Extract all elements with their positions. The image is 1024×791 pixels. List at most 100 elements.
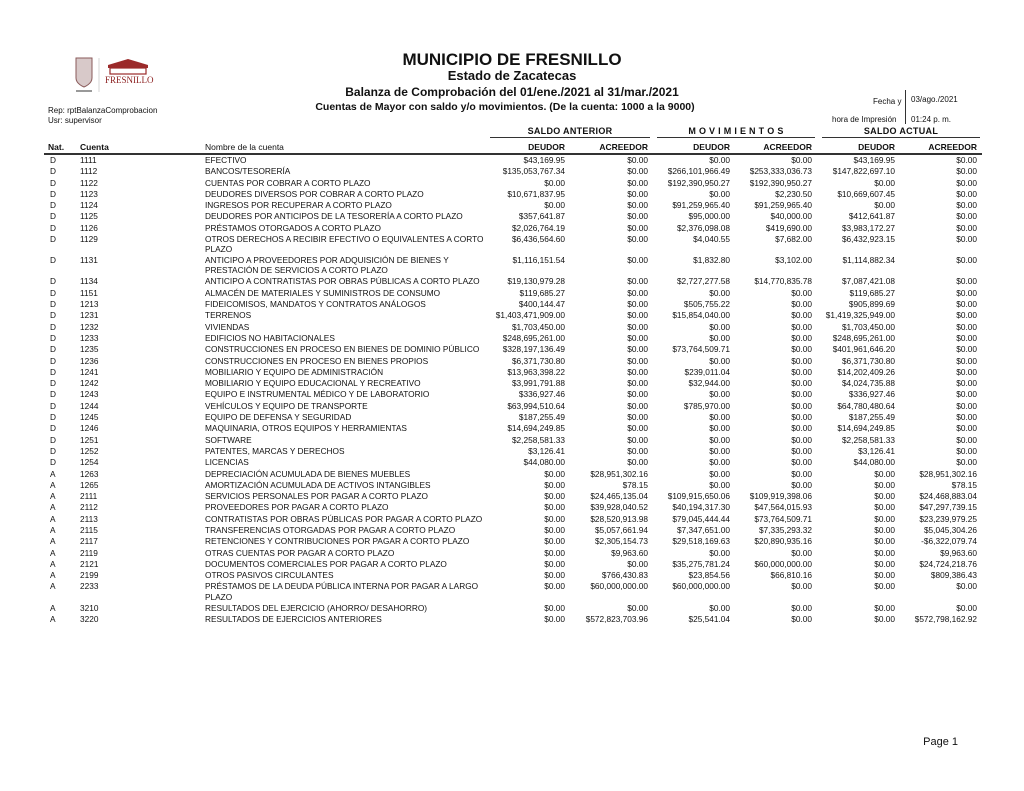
nombre-cell: RETENCIONES Y CONTRIBUCIONES POR PAGAR A… (205, 536, 470, 547)
cuenta-cell: 1235 (80, 344, 99, 355)
table-row: A 2115 TRANSFERENCIAS OTORGADAS POR PAGAR … (0, 525, 1024, 536)
mov-deudor-cell: $785,970.00 (683, 400, 730, 411)
nat-cell: D (50, 400, 56, 411)
mov-deudor-cell: $0.00 (709, 602, 730, 613)
report-id: Rep: rptBalanzaComprobacion (48, 106, 158, 115)
mov-deudor-cell: $2,727,277.58 (676, 276, 730, 287)
actual-acreedor-cell: $0.00 (956, 412, 977, 423)
actual-deudor-cell: $0.00 (874, 513, 895, 524)
cuenta-cell: 1246 (80, 423, 99, 434)
table-row: D 1233 EDIFICIOS NO HABITACIONALES $248,695… (0, 333, 1024, 344)
actual-deudor-cell: $2,258,581.33 (841, 434, 895, 445)
anterior-deudor-cell: $0.00 (544, 524, 565, 535)
anterior-deudor-cell: $0.00 (544, 547, 565, 558)
nombre-cell: ALMACÉN DE MATERIALES Y SUMINISTROS DE C… (205, 287, 441, 298)
table-row: D 1111 EFECTIVO $43,169.95 $0.00 $0.00 $0.00 $4… (0, 155, 1024, 166)
nombre-cell: VEHÍCULOS Y EQUIPO DE TRANSPORTE (205, 400, 368, 411)
nat-cell: D (50, 378, 56, 389)
cuenta-cell: 1241 (80, 366, 99, 377)
mov-acreedor-cell: $66,810.16 (770, 570, 812, 581)
mov-acreedor-cell: $0.00 (791, 378, 812, 389)
cuenta-cell: 1129 (80, 234, 98, 245)
nat-cell: D (50, 155, 56, 165)
cuenta-cell: 1134 (80, 276, 98, 287)
mov-deudor-cell: $73,764,509.71 (672, 344, 730, 355)
municipio-logo: FRESNILLO (75, 57, 154, 92)
actual-deudor-cell: $905,899.69 (848, 299, 895, 310)
mov-acreedor-cell: $14,770,835.78 (754, 276, 812, 287)
actual-deudor-cell: $14,202,409.26 (837, 366, 895, 377)
mov-acreedor-cell: $0.00 (791, 613, 812, 624)
anterior-acreedor-cell: $60,000,000.00 (590, 581, 648, 592)
actual-acreedor-cell: $0.00 (956, 355, 977, 366)
actual-acreedor-cell: $0.00 (956, 366, 977, 377)
actual-acreedor-cell: $0.00 (956, 389, 977, 400)
mov-acreedor-cell: $3,102.00 (775, 255, 812, 266)
mov-acreedor-cell: $0.00 (791, 321, 812, 332)
actual-acreedor-cell: $0.00 (956, 457, 977, 468)
nat-cell: A (50, 513, 56, 524)
mov-acreedor-cell: $0.00 (791, 547, 812, 558)
mov-acreedor-cell: $0.00 (791, 479, 812, 490)
svg-text:FRESNILLO: FRESNILLO (105, 75, 154, 85)
report-subtitle: Cuentas de Mayor con saldo y/o movimient… (315, 101, 695, 113)
table-row: A 2111 SERVICIOS PERSONALES POR PAGAR A CO… (0, 491, 1024, 502)
actual-deudor-cell: $0.00 (874, 558, 895, 569)
table-row: D 1236 CONSTRUCCIONES EN PROCESO EN BIENES… (0, 356, 1024, 367)
nombre-cell: OTRAS CUENTAS POR PAGAR A CORTO PLAZO (205, 547, 395, 558)
cuenta-cell: 1112 (80, 166, 98, 177)
mov-acreedor-cell: $7,682.00 (775, 234, 812, 245)
anterior-deudor-cell: $2,258,581.33 (511, 434, 565, 445)
mov-deudor-cell: $0.00 (709, 355, 730, 366)
table-row: D 1126 PRÉSTAMOS OTORGADOS A CORTO PLAZO $2… (0, 223, 1024, 234)
actual-deudor-cell: $4,024,735.88 (841, 378, 895, 389)
anterior-deudor-cell: $400,144.47 (518, 299, 565, 310)
actual-acreedor-cell: $0.00 (956, 344, 977, 355)
mov-deudor-cell: $0.00 (709, 188, 730, 199)
anterior-deudor-cell: $2,026,764.19 (511, 222, 565, 233)
table-row: A 3220 RESULTADOS DE EJERCICIOS ANTERIORES… (0, 614, 1024, 625)
mov-acreedor-cell: $0.00 (791, 434, 812, 445)
cuenta-cell: 1232 (80, 321, 99, 332)
table-row: D 1134 ANTICIPO A CONTRATISTAS POR OBRAS P… (0, 276, 1024, 287)
actual-deudor-cell: $44,080.00 (853, 457, 895, 468)
nat-cell: D (50, 299, 56, 310)
cuenta-cell: 1245 (80, 412, 99, 423)
anterior-deudor-cell: $135,053,767.34 (502, 166, 565, 177)
anterior-acreedor-cell: $0.00 (627, 255, 648, 266)
mov-acreedor-cell: $0.00 (791, 602, 812, 613)
table-row: D 1246 MAQUINARIA, OTROS EQUIPOS Y HERRAMI… (0, 423, 1024, 434)
mov-deudor-cell: $266,101,966.49 (667, 166, 730, 177)
nombre-cell: MAQUINARIA, OTROS EQUIPOS Y HERRAMIENTAS (205, 423, 407, 434)
mov-deudor-cell: $239,011.04 (684, 366, 730, 377)
nombre-cell: EDIFICIOS NO HABITACIONALES (205, 332, 335, 343)
mov-acreedor-cell: $109,919,398.06 (749, 491, 812, 502)
mov-deudor-cell: $0.00 (709, 412, 730, 423)
cuenta-cell: 1242 (80, 378, 99, 389)
actual-deudor-cell: $0.00 (874, 602, 895, 613)
nat-cell: D (50, 423, 56, 434)
actual-deudor-cell: $0.00 (874, 570, 895, 581)
anterior-deudor-cell: $19,130,979.28 (507, 276, 565, 287)
actual-acreedor-cell: $0.00 (956, 155, 977, 165)
table-row: A 2112 PROVEEDORES POR PAGAR A CORTO PLAZO… (0, 502, 1024, 513)
anterior-acreedor-cell: $0.00 (627, 177, 648, 188)
header-rule (44, 153, 982, 155)
mov-acreedor-cell: $20,890,935.16 (754, 536, 812, 547)
nat-cell: A (50, 479, 56, 490)
actual-acreedor-cell: $0.00 (956, 310, 977, 321)
anterior-acreedor-cell: $0.00 (627, 310, 648, 321)
cuenta-cell: 1124 (80, 200, 98, 211)
table-row: D 1241 MOBILIARIO Y EQUIPO DE ADMINISTRACI… (0, 367, 1024, 378)
actual-acreedor-cell: $0.00 (956, 378, 977, 389)
actual-deudor-cell: $187,255.49 (848, 412, 895, 423)
anterior-acreedor-cell: $0.00 (627, 366, 648, 377)
actual-deudor-cell: $147,822,697.10 (832, 166, 895, 177)
nombre-cell: SOFTWARE (205, 434, 252, 445)
table-row: D 1129 OTROS DERECHOS A RECIBIR EFECTIVO O… (0, 234, 1024, 255)
table-row: D 1243 EQUIPO E INSTRUMENTAL MÉDICO Y DE L… (0, 389, 1024, 400)
cuenta-cell: 1126 (80, 222, 98, 233)
anterior-acreedor-cell: $0.00 (627, 389, 648, 400)
print-date: 03/ago./2021 (911, 95, 958, 104)
